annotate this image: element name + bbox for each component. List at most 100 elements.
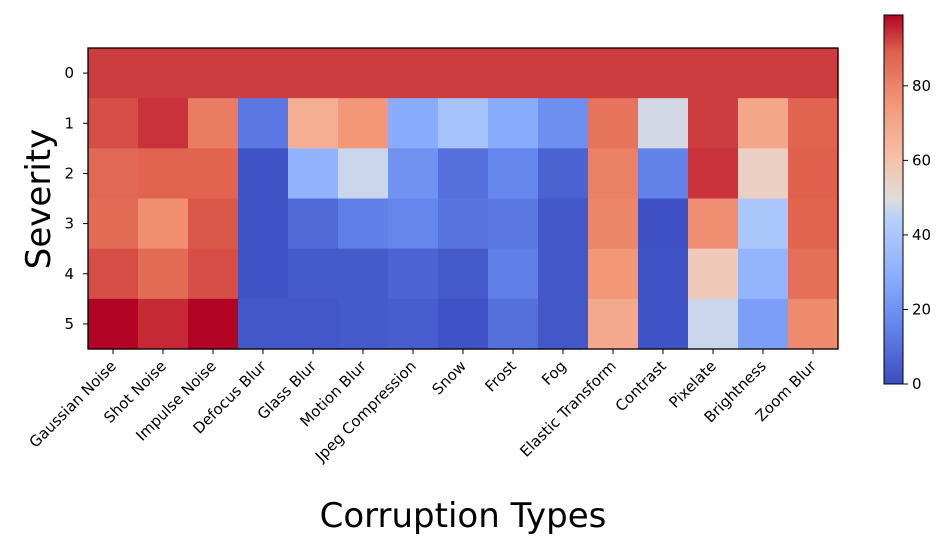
heatmap-cell bbox=[738, 198, 789, 250]
x-tick-label: Gaussian Noise bbox=[26, 357, 120, 451]
heatmap-cell bbox=[538, 198, 589, 250]
x-axis-title: Corruption Types bbox=[320, 496, 607, 536]
y-tick-label: 3 bbox=[64, 215, 74, 233]
y-axis-ticks: 0 1 2 3 4 5 bbox=[64, 64, 88, 333]
colorbar-tick-label: 60 bbox=[912, 151, 931, 169]
heatmap-cell bbox=[588, 98, 639, 149]
heatmap-cell bbox=[488, 48, 539, 99]
y-tick-label: 5 bbox=[64, 315, 74, 333]
heatmap-cell bbox=[738, 298, 789, 350]
heatmap-cell bbox=[338, 148, 389, 200]
heatmap-cell bbox=[488, 198, 539, 250]
heatmap-cell bbox=[288, 298, 339, 350]
heatmap-cell bbox=[338, 98, 389, 149]
heatmap-cell bbox=[438, 248, 489, 300]
heatmap-cell bbox=[238, 48, 289, 99]
heatmap-cell bbox=[338, 248, 389, 300]
heatmap-cell bbox=[438, 48, 489, 99]
heatmap-cell bbox=[638, 298, 689, 350]
heatmap-cell bbox=[638, 48, 689, 99]
heatmap-cell bbox=[438, 148, 489, 200]
heatmap-cell bbox=[488, 298, 539, 350]
heatmap-cell bbox=[488, 248, 539, 300]
heatmap-cell bbox=[438, 198, 489, 250]
heatmap-cell bbox=[638, 248, 689, 300]
colorbar-tick-label: 40 bbox=[912, 226, 931, 244]
heatmap-cell bbox=[538, 98, 589, 149]
x-tick-label: Frost bbox=[481, 357, 519, 395]
heatmap-cell bbox=[538, 148, 589, 200]
heatmap-cell bbox=[588, 298, 639, 350]
heatmap-cell bbox=[488, 98, 539, 149]
heatmap-cell bbox=[788, 248, 839, 300]
heatmap-cell bbox=[688, 148, 739, 200]
heatmap-cell bbox=[338, 298, 389, 350]
x-tick-label: Elastic Transform bbox=[516, 357, 619, 460]
heatmap-cell bbox=[388, 248, 439, 300]
heatmap-cell bbox=[138, 248, 189, 300]
heatmap-cell bbox=[138, 148, 189, 200]
y-tick-label: 0 bbox=[64, 64, 74, 82]
heatmap-cells bbox=[88, 48, 839, 350]
heatmap-cell bbox=[188, 98, 239, 149]
colorbar-tick-label: 0 bbox=[912, 375, 922, 393]
heatmap-cell bbox=[788, 298, 839, 350]
heatmap-cell bbox=[188, 248, 239, 300]
heatmap-cell bbox=[238, 298, 289, 350]
heatmap-cell bbox=[188, 298, 239, 350]
heatmap-cell bbox=[288, 148, 339, 200]
heatmap-cell bbox=[88, 248, 139, 300]
heatmap-cell bbox=[138, 198, 189, 250]
heatmap-cell bbox=[438, 98, 489, 149]
heatmap-cell bbox=[388, 48, 439, 99]
heatmap-cell bbox=[388, 148, 439, 200]
heatmap-cell bbox=[338, 198, 389, 250]
y-tick-label: 2 bbox=[64, 164, 74, 182]
heatmap-cell bbox=[588, 248, 639, 300]
heatmap-cell bbox=[188, 148, 239, 200]
heatmap-cell bbox=[688, 248, 739, 300]
heatmap-cell bbox=[238, 148, 289, 200]
heatmap-cell bbox=[338, 48, 389, 99]
heatmap-cell bbox=[688, 298, 739, 350]
heatmap-cell bbox=[138, 298, 189, 350]
heatmap-cell bbox=[638, 98, 689, 149]
y-tick-label: 1 bbox=[64, 114, 74, 132]
heatmap-cell bbox=[88, 148, 139, 200]
heatmap-cell bbox=[788, 98, 839, 149]
colorbar bbox=[883, 14, 904, 385]
y-axis-title: Severity bbox=[19, 129, 59, 269]
heatmap-cell bbox=[238, 98, 289, 149]
heatmap-cell bbox=[788, 198, 839, 250]
heatmap-cell bbox=[288, 248, 339, 300]
heatmap-cell bbox=[538, 48, 589, 99]
heatmap-cell bbox=[788, 148, 839, 200]
heatmap-cell bbox=[88, 98, 139, 149]
colorbar-ticks: 0 20 40 60 80 bbox=[903, 77, 931, 393]
heatmap-cell bbox=[688, 48, 739, 99]
y-tick-label: 4 bbox=[64, 265, 74, 283]
heatmap-cell bbox=[288, 198, 339, 250]
heatmap-cell bbox=[588, 148, 639, 200]
heatmap-cell bbox=[588, 198, 639, 250]
heatmap-cell bbox=[88, 198, 139, 250]
heatmap-cell bbox=[288, 48, 339, 99]
heatmap-cell bbox=[188, 198, 239, 250]
colorbar-tick-label: 80 bbox=[912, 77, 931, 95]
x-tick-label: Fog bbox=[538, 357, 570, 389]
heatmap-cell bbox=[788, 48, 839, 99]
heatmap-cell bbox=[288, 98, 339, 149]
colorbar-tick-label: 20 bbox=[912, 300, 931, 318]
x-tick-label: Contrast bbox=[612, 357, 670, 415]
heatmap-cell bbox=[538, 248, 589, 300]
heatmap-cell bbox=[738, 98, 789, 149]
heatmap-cell bbox=[638, 148, 689, 200]
heatmap-cell bbox=[188, 48, 239, 99]
heatmap-cell bbox=[738, 148, 789, 200]
heatmap-cell bbox=[88, 298, 139, 350]
heatmap-cell bbox=[138, 48, 189, 99]
heatmap-cell bbox=[138, 98, 189, 149]
heatmap-cell bbox=[588, 48, 639, 99]
x-tick-label: Snow bbox=[428, 357, 469, 398]
